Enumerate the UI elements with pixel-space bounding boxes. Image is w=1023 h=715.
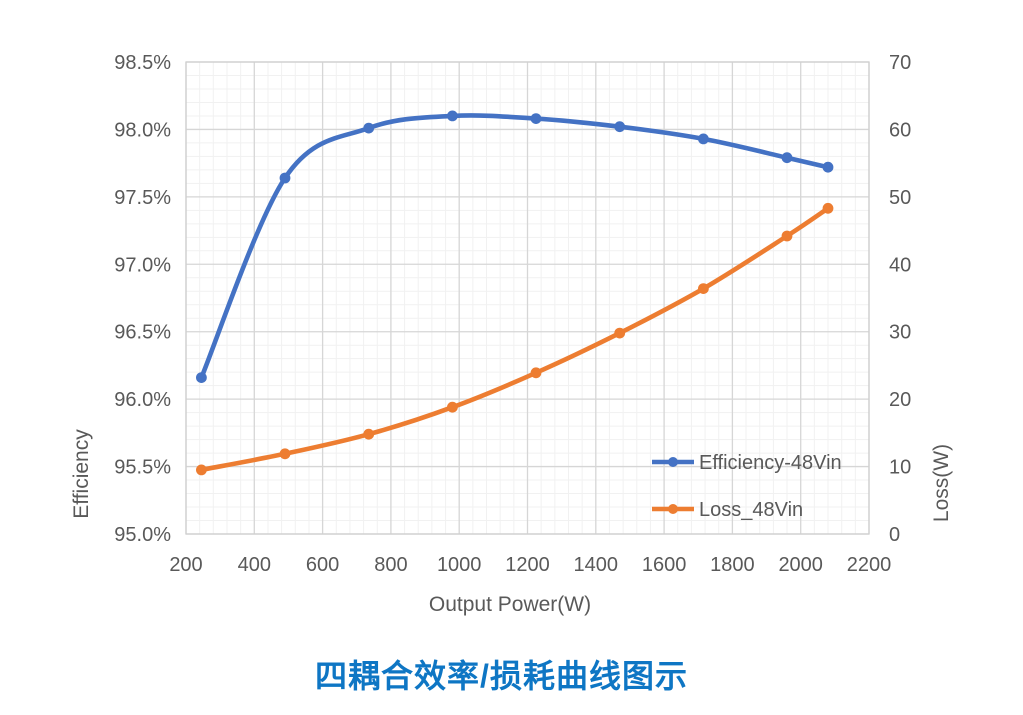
y-left-tick-labels: 95.0% 95.5% 96.0% 96.5% 97.0% 97.5% 98.0% 98.5% [114, 52, 171, 546]
y-right-tick-label: 30 [889, 322, 911, 344]
efficiency-loss-chart: 200 400 600 800 1000 1200 1400 1600 1800 2000 2200… [70, 52, 953, 616]
y-right-tick-label: 20 [889, 389, 911, 411]
series-marker [363, 428, 375, 440]
series-marker [196, 372, 207, 383]
series-marker [196, 464, 207, 476]
y-left-tick-label: 98.0% [114, 119, 171, 141]
series-marker [279, 448, 291, 460]
series-marker [822, 161, 834, 173]
series-marker [698, 283, 709, 294]
y-right-tick-label: 50 [889, 187, 911, 209]
x-axis-title: Output Power(W) [429, 593, 591, 616]
legend-item: Loss_48Vin [652, 499, 803, 521]
legend-item: Efficiency-48Vin [652, 452, 842, 474]
x-tick-label: 200 [169, 554, 202, 576]
series-marker [698, 133, 709, 145]
legend-marker-swatch [668, 504, 678, 514]
y-left-tick-label: 96.5% [114, 322, 171, 344]
x-axis-tick-labels: 200 400 600 800 1000 1200 1400 1600 1800 2000 2200 [169, 554, 891, 576]
chart-title: 四耦合效率/损耗曲线图示 [315, 658, 688, 694]
y-left-tick-label: 97.0% [114, 254, 171, 276]
y-right-tick-label: 70 [889, 52, 911, 74]
x-tick-label: 800 [374, 554, 407, 576]
y-left-tick-label: 95.0% [114, 524, 171, 546]
x-tick-label: 400 [238, 554, 271, 576]
minor-gridlines [186, 62, 869, 534]
plot-border [185, 61, 870, 535]
x-tick-label: 1000 [437, 554, 482, 576]
series-marker [614, 327, 626, 339]
series-marker [447, 401, 458, 413]
series-efficiency-48vin [196, 110, 834, 383]
y-right-axis-title: Loss(W) [930, 444, 953, 522]
series-marker [781, 152, 793, 164]
series-marker [822, 202, 834, 214]
y-left-tick-label: 95.5% [114, 457, 171, 479]
legend-label: Loss_48Vin [699, 499, 803, 521]
series-marker [530, 113, 542, 124]
series-marker [614, 121, 626, 133]
y-right-tick-label: 10 [889, 457, 911, 479]
x-tick-label: 1800 [710, 554, 755, 576]
series-marker [781, 230, 793, 242]
x-tick-label: 600 [306, 554, 339, 576]
legend: Efficiency-48Vin Loss_48Vin [652, 452, 842, 521]
x-tick-label: 1400 [574, 554, 619, 576]
legend-marker-swatch [668, 457, 678, 467]
x-tick-label: 1200 [505, 554, 550, 576]
series-marker [363, 122, 375, 134]
series-marker [530, 367, 542, 379]
series-marker [279, 172, 291, 184]
series-marker [447, 110, 458, 122]
x-tick-label: 1600 [642, 554, 687, 576]
x-tick-label: 2000 [778, 554, 823, 576]
y-left-axis-title: Efficiency [70, 429, 93, 519]
y-left-tick-label: 97.5% [114, 187, 171, 209]
y-left-tick-label: 96.0% [114, 389, 171, 411]
y-right-tick-label: 40 [889, 254, 911, 276]
x-tick-label: 2200 [847, 554, 892, 576]
legend-label: Efficiency-48Vin [699, 452, 842, 474]
y-right-tick-label: 60 [889, 119, 911, 141]
y-left-tick-label: 98.5% [114, 52, 171, 74]
series-loss-48vin [196, 202, 834, 476]
y-right-tick-label: 0 [889, 524, 900, 546]
y-right-tick-labels: 0 10 20 30 40 50 60 70 [889, 52, 911, 546]
